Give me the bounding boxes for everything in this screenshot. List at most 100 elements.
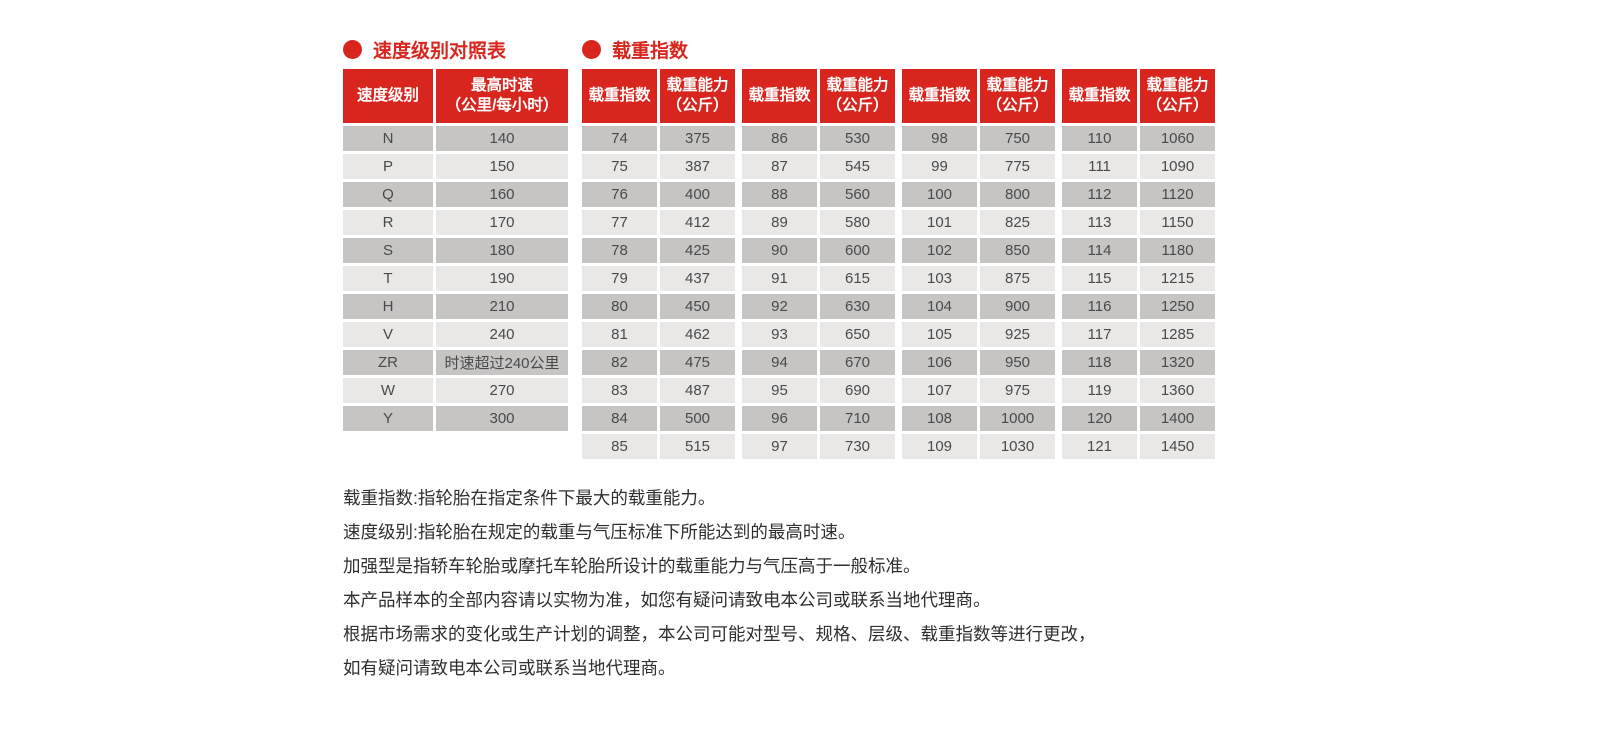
table-row: 120 1400 (1062, 406, 1215, 431)
table-row: 83 487 (582, 378, 735, 403)
table-cell: 80 (582, 294, 657, 319)
speed-table-title: 速度级别对照表 (343, 38, 571, 62)
table-cell: 103 (902, 266, 977, 291)
table-cell: 1000 (980, 406, 1055, 431)
table-cell: 105 (902, 322, 977, 347)
red-dot-icon (582, 39, 601, 59)
table-cell: 600 (820, 238, 895, 263)
table-row: 87 545 (742, 154, 895, 179)
table-cell: 180 (436, 238, 568, 263)
table-row: 80 450 (582, 294, 735, 319)
table-row: 108 1000 (902, 406, 1055, 431)
table-row: 90 600 (742, 238, 895, 263)
table-cell: 1400 (1140, 406, 1215, 431)
table-cell: 112 (1062, 182, 1137, 207)
table-cell: 102 (902, 238, 977, 263)
load-index-header-cell: 载重指数 (902, 69, 977, 123)
table-cell: 97 (742, 434, 817, 459)
table-cell: 116 (1062, 294, 1137, 319)
table-cell: W (343, 378, 433, 403)
table-cell: 78 (582, 238, 657, 263)
table-cell: 1320 (1140, 350, 1215, 375)
load-table-header-row: 载重指数 载重能力 （公斤） (902, 69, 1055, 123)
table-cell: 1360 (1140, 378, 1215, 403)
table-cell: 270 (436, 378, 568, 403)
table-cell: 91 (742, 266, 817, 291)
note-line: 加强型是指轿车轮胎或摩托车轮胎所设计的载重能力与气压高于一般标准。 (343, 556, 921, 576)
table-cell: 110 (1062, 126, 1137, 151)
table-cell: 462 (660, 322, 735, 347)
table-row: 91 615 (742, 266, 895, 291)
table-cell: V (343, 322, 433, 347)
table-cell: 108 (902, 406, 977, 431)
table-row: 110 1060 (1062, 126, 1215, 151)
table-cell: 77 (582, 210, 657, 235)
table-cell: 75 (582, 154, 657, 179)
table-row: 85 515 (582, 434, 735, 459)
table-cell: 710 (820, 406, 895, 431)
table-row: 75 387 (582, 154, 735, 179)
table-cell: 160 (436, 182, 568, 207)
table-cell: 560 (820, 182, 895, 207)
table-row: 112 1120 (1062, 182, 1215, 207)
note-line: 根据市场需求的变化或生产计划的调整，本公司可能对型号、规格、层级、载重指数等进行… (343, 624, 1096, 644)
table-row: 102 850 (902, 238, 1055, 263)
table-row: 74 375 (582, 126, 735, 151)
table-cell: 89 (742, 210, 817, 235)
table-row: 79 437 (582, 266, 735, 291)
note-line: 速度级别:指轮胎在规定的载重与气压标准下所能达到的最高时速。 (343, 522, 856, 542)
load-table-body: 74 375 75 387 76 400 77 412 78 425 79 437 80 450 81 462… (582, 126, 735, 459)
table-cell: P (343, 154, 433, 179)
load-table-body: 86 530 87 545 88 560 89 580 90 600 91 615 92 630 93 650… (742, 126, 895, 459)
speed-grade-header-cell: 速度级别 (343, 69, 433, 123)
table-row: 113 1150 (1062, 210, 1215, 235)
table-cell: 375 (660, 126, 735, 151)
speed-table-title-text: 速度级别对照表 (373, 40, 507, 62)
table-cell: 119 (1062, 378, 1137, 403)
load-index-header-cell: 载重指数 (742, 69, 817, 123)
table-cell: 1215 (1140, 266, 1215, 291)
load-table-header-row: 载重指数 载重能力 （公斤） (582, 69, 735, 123)
load-table-group-3: 载重指数 载重能力 （公斤） 98 750 99 775 100 800 101 825 102… (899, 66, 1058, 462)
load-index-header-cell: 载重指数 (1062, 69, 1137, 123)
note-line: 载重指数:指轮胎在指定条件下最大的载重能力。 (343, 488, 716, 508)
table-row: 81 462 (582, 322, 735, 347)
table-cell: H (343, 294, 433, 319)
table-cell: 92 (742, 294, 817, 319)
table-row: 118 1320 (1062, 350, 1215, 375)
load-table-group-2: 载重指数 载重能力 （公斤） 86 530 87 545 88 560 89 580 90 600… (739, 66, 898, 462)
table-row: Y 300 (343, 406, 568, 431)
table-cell: 150 (436, 154, 568, 179)
table-cell: 545 (820, 154, 895, 179)
table-cell: 111 (1062, 154, 1137, 179)
table-cell: 1180 (1140, 238, 1215, 263)
load-table-header-row: 载重指数 载重能力 （公斤） (742, 69, 895, 123)
table-cell: 94 (742, 350, 817, 375)
table-cell: 1450 (1140, 434, 1215, 459)
speed-rating-section: 速度级别对照表 速度级别 最高时速 （公里/每小时） N 140 P 150 Q 160 R… (343, 38, 571, 434)
table-cell: 900 (980, 294, 1055, 319)
table-cell: 487 (660, 378, 735, 403)
load-table-body: 98 750 99 775 100 800 101 825 102 850 103 875 104 900… (902, 126, 1055, 459)
table-cell: 775 (980, 154, 1055, 179)
table-row: Q 160 (343, 182, 568, 207)
table-row: 92 630 (742, 294, 895, 319)
table-cell: 475 (660, 350, 735, 375)
table-row: S 180 (343, 238, 568, 263)
table-row: 94 670 (742, 350, 895, 375)
table-cell: 1030 (980, 434, 1055, 459)
load-table-title: 载重指数 (582, 38, 1218, 62)
load-table-header-row: 载重指数 载重能力 （公斤） (1062, 69, 1215, 123)
table-cell: 170 (436, 210, 568, 235)
table-cell: 81 (582, 322, 657, 347)
table-row: 107 975 (902, 378, 1055, 403)
red-dot-icon (343, 39, 362, 59)
table-cell: 500 (660, 406, 735, 431)
table-cell: 113 (1062, 210, 1137, 235)
table-cell: 1150 (1140, 210, 1215, 235)
table-cell: 93 (742, 322, 817, 347)
table-row: 99 775 (902, 154, 1055, 179)
table-cell: 79 (582, 266, 657, 291)
table-row: 86 530 (742, 126, 895, 151)
speed-table: 速度级别 最高时速 （公里/每小时） N 140 P 150 Q 160 R 170 S 180 T… (340, 66, 571, 434)
